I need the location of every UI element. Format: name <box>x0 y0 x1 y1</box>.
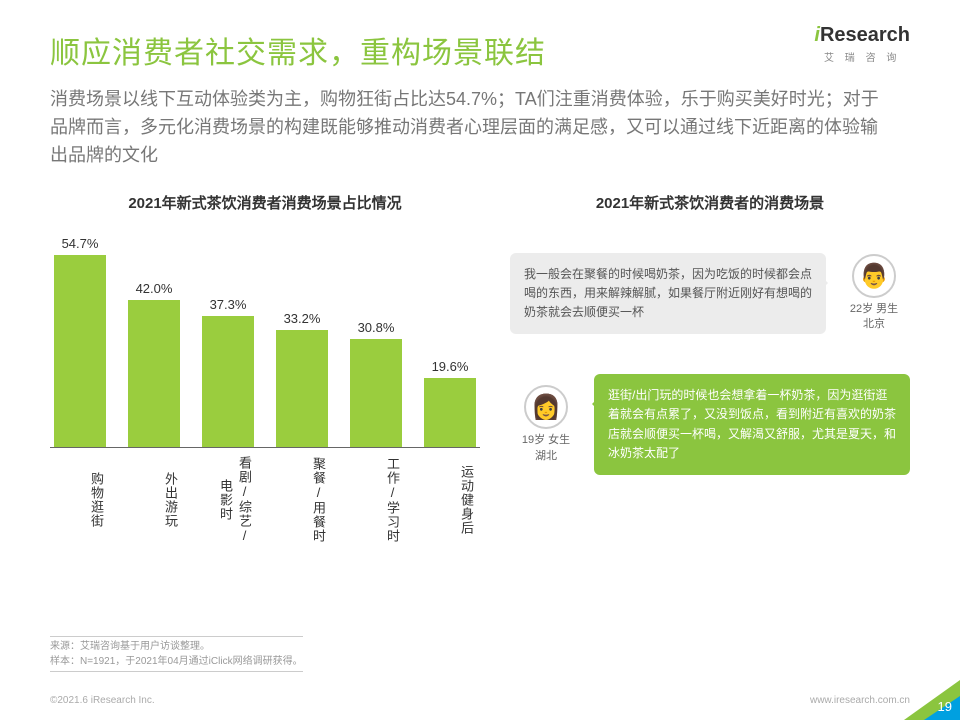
bar-group: 42.0% <box>128 281 180 447</box>
footer-copyright: ©2021.6 iResearch Inc. <box>50 695 155 706</box>
quotes-container: 我一般会在聚餐的时候喝奶茶，因为吃饭的时候都会点喝的东西，用来解辣解腻，如果餐厅… <box>510 253 910 475</box>
quote-bubble: 逛街/出门玩的时候也会想拿着一杯奶茶，因为逛街逛着就会有点累了，又没到饭点，看到… <box>594 374 910 475</box>
logo: iResearch 艾 瑞 咨 询 <box>814 24 910 64</box>
bar-value-label: 54.7% <box>62 236 99 251</box>
slide: iResearch 艾 瑞 咨 询 顺应消费者社交需求，重构场景联结 消费场景以… <box>0 0 960 720</box>
logo-brand: iResearch <box>814 24 910 47</box>
bar <box>276 330 328 446</box>
source-block: 来源：艾瑞咨询基于用户访谈整理。 样本：N=1921，于2021年04月通过iC… <box>50 636 303 672</box>
bar-value-label: 37.3% <box>210 297 247 312</box>
bar-group: 54.7% <box>54 236 106 446</box>
content-row: 2021年新式茶饮消费者消费场景占比情况 54.7% 42.0% 37.3% 33.2… <box>50 192 910 547</box>
footer-url: www.iresearch.com.cn <box>810 695 910 706</box>
bar-category-label: 运动健身后 <box>424 454 476 546</box>
persona: 👨 22岁 男生 北京 <box>838 254 910 333</box>
page-number: 19 <box>938 699 952 714</box>
right-title: 2021年新式茶饮消费者的消费场景 <box>510 192 910 213</box>
quote-row: 👩 19岁 女生 湖北逛街/出门玩的时候也会想拿着一杯奶茶，因为逛街逛着就会有点累… <box>510 374 910 475</box>
avatar-icon: 👩 <box>524 385 568 429</box>
logo-sub: 艾 瑞 咨 询 <box>814 49 910 64</box>
bar-chart: 54.7% 42.0% 37.3% 33.2% 30.8% 19.6% 购物逛街外出游玩看… <box>50 237 480 547</box>
bar-group: 37.3% <box>202 297 254 447</box>
bar-category-label: 看剧/综艺/电影时 <box>202 454 254 546</box>
quotes-column: 2021年新式茶饮消费者的消费场景 我一般会在聚餐的时候喝奶茶，因为吃饭的时候都… <box>510 192 910 547</box>
page-subtitle: 消费场景以线下互动体验类为主，购物狂街占比达54.7%；TA们注重消费体验，乐于… <box>50 86 890 170</box>
bar-group: 30.8% <box>350 320 402 447</box>
bar <box>424 378 476 447</box>
chart-column: 2021年新式茶饮消费者消费场景占比情况 54.7% 42.0% 37.3% 33.2… <box>50 192 480 547</box>
bar-value-label: 30.8% <box>358 320 395 335</box>
bar <box>54 255 106 446</box>
source-line1: 来源：艾瑞咨询基于用户访谈整理。 <box>50 639 303 654</box>
bar <box>128 300 180 447</box>
bar-category-label: 聚餐/用餐时 <box>276 454 328 546</box>
persona: 👩 19岁 女生 湖北 <box>510 385 582 464</box>
chart-xlabels: 购物逛街外出游玩看剧/综艺/电影时聚餐/用餐时工作/学习时运动健身后 <box>50 448 480 546</box>
bar-group: 33.2% <box>276 311 328 446</box>
page-title: 顺应消费者社交需求，重构场景联结 <box>50 28 910 72</box>
persona-label: 19岁 女生 湖北 <box>510 433 582 464</box>
bar-group: 19.6% <box>424 359 476 447</box>
source-wrap: 来源：艾瑞咨询基于用户访谈整理。 样本：N=1921，于2021年04月通过iC… <box>50 636 303 672</box>
source-line2: 样本：N=1921，于2021年04月通过iClick网络调研获得。 <box>50 654 303 669</box>
chart-plot: 54.7% 42.0% 37.3% 33.2% 30.8% 19.6% <box>50 237 480 447</box>
bar <box>202 316 254 447</box>
chart-title: 2021年新式茶饮消费者消费场景占比情况 <box>50 192 480 213</box>
avatar-icon: 👨 <box>852 254 896 298</box>
quote-row: 我一般会在聚餐的时候喝奶茶，因为吃饭的时候都会点喝的东西，用来解辣解腻，如果餐厅… <box>510 253 910 335</box>
bar <box>350 339 402 447</box>
bar-category-label: 外出游玩 <box>128 454 180 546</box>
quote-bubble: 我一般会在聚餐的时候喝奶茶，因为吃饭的时候都会点喝的东西，用来解辣解腻，如果餐厅… <box>510 253 826 335</box>
logo-text: Research <box>820 24 910 46</box>
bar-value-label: 33.2% <box>284 311 321 326</box>
bar-category-label: 工作/学习时 <box>350 454 402 546</box>
bar-value-label: 19.6% <box>432 359 469 374</box>
bar-category-label: 购物逛街 <box>54 454 106 546</box>
bar-value-label: 42.0% <box>136 281 173 296</box>
persona-label: 22岁 男生 北京 <box>838 302 910 333</box>
